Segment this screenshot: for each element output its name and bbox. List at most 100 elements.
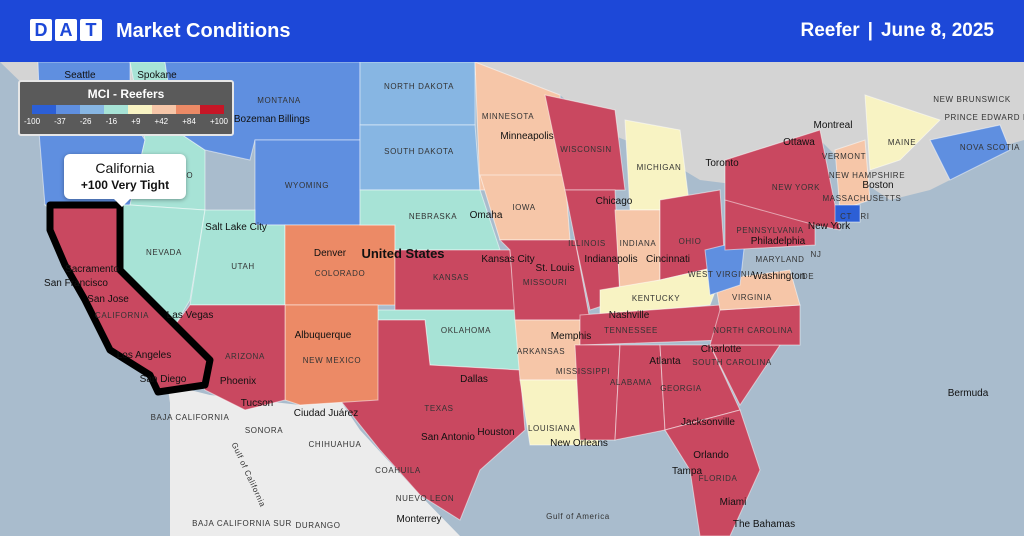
state-label: NEW YORK (771, 183, 821, 192)
baja-land (168, 388, 235, 536)
state-label: KENTUCKY (631, 294, 681, 303)
state-label: ARKANSAS (516, 347, 566, 356)
state-label: NJ (810, 250, 822, 259)
state-label: CHIHUAHUA (308, 440, 362, 449)
state-label: DURANGO (295, 521, 341, 530)
city-label: Phoenix (219, 376, 257, 387)
city-label: Boston (862, 180, 894, 191)
region-indiana (614, 209, 661, 291)
city-label: Houston (477, 427, 515, 438)
city-label: Las Vegas (166, 310, 214, 321)
city-label: United States (361, 246, 445, 261)
city-label: Dallas (460, 374, 488, 385)
state-label: NEBRASKA (408, 212, 458, 221)
state-label: GEORGIA (660, 384, 702, 393)
legend-tick: +42 (154, 117, 169, 126)
city-label: Seattle (64, 70, 96, 81)
city-label: Billings (278, 114, 310, 125)
city-label: Salt Lake City (205, 222, 267, 233)
state-label: MICHIGAN (636, 163, 682, 172)
state-label: NUEVO LEON (395, 494, 455, 503)
city-label: Bermuda (947, 388, 989, 399)
legend-swatch (200, 105, 224, 114)
region-mississippi (574, 344, 621, 441)
state-label: MISSOURI (522, 278, 568, 287)
city-label: Spokane (137, 70, 177, 81)
legend-ticks: -100 -37 -26 -16 +9 +42 +84 +100 (24, 117, 228, 127)
state-label: DE (801, 272, 815, 281)
city-label: The Bahamas (732, 519, 796, 530)
city-label: Tampa (671, 466, 703, 477)
state-label: WEST VIRGINIA (687, 270, 757, 279)
city-label: Los Angeles (116, 350, 172, 361)
state-label: IOWA (512, 203, 536, 212)
state-label: MASSACHUSETTS (822, 194, 902, 203)
logo-letter: A (55, 19, 77, 41)
california-callout: California +100 Very Tight (64, 154, 186, 207)
legend-swatch (32, 105, 56, 114)
region-colorado (284, 224, 396, 306)
state-label: ALABAMA (610, 378, 652, 387)
city-label: Orlando (693, 450, 729, 461)
legend-tick: -16 (105, 117, 118, 126)
city-label: Tucson (240, 398, 274, 409)
city-label: Jacksonville (681, 417, 735, 428)
state-label: INDIANA (619, 239, 657, 248)
state-label: SOUTH CAROLINA (692, 358, 772, 367)
city-label: Omaha (469, 210, 503, 221)
legend-title: MCI - Reefers (87, 87, 165, 101)
state-label: BAJA CALIFORNIA SUR (192, 519, 292, 528)
callout-state: California (95, 160, 155, 176)
header-meta: Reefer | June 8, 2025 (800, 18, 994, 44)
city-label: San Jose (87, 294, 129, 305)
state-label: OKLAHOMA (440, 326, 492, 335)
city-label: Indianapolis (584, 254, 638, 265)
state-label: TEXAS (424, 404, 454, 413)
legend-swatch (152, 105, 176, 114)
city-label: Atlanta (649, 356, 681, 367)
state-label: CT (840, 212, 852, 221)
state-label: ILLINOIS (568, 239, 606, 248)
city-label: St. Louis (535, 263, 575, 274)
legend-swatch (128, 105, 152, 114)
dat-logo: D A T (30, 19, 102, 41)
state-label: COLORADO (314, 269, 366, 278)
city-label: Montreal (813, 120, 853, 131)
city-label: Ottawa (783, 137, 815, 148)
page-title: Market Conditions (116, 20, 291, 42)
legend-swatch (56, 105, 80, 114)
city-label: New Orleans (550, 438, 608, 449)
legend-swatch (176, 105, 200, 114)
state-label: NORTH DAKOTA (383, 82, 455, 91)
state-label: SONORA (244, 426, 284, 435)
header-bar: D A T Market Conditions Reefer | June 8, 2… (0, 0, 1024, 62)
map[interactable] (0, 62, 1024, 536)
state-regions (37, 62, 1011, 536)
legend-swatch (104, 105, 128, 114)
mexico-land (170, 385, 460, 536)
state-label: NEVADA (146, 248, 182, 257)
state-label: MARYLAND (755, 255, 805, 264)
state-label: WISCONSIN (560, 145, 612, 154)
city-label: Albuquerque (294, 330, 352, 341)
legend-tick: -100 (24, 117, 41, 126)
legend-tick: +100 (209, 117, 228, 126)
region-south-dakota (359, 124, 481, 191)
city-label: San Francisco (44, 278, 108, 289)
region-north-dakota (359, 62, 476, 126)
state-label: FLORIDA (698, 474, 738, 483)
city-label: Minneapolis (500, 131, 554, 142)
equipment-label: Reefer (800, 20, 860, 41)
state-label: SOUTH DAKOTA (384, 147, 454, 156)
region-wisconsin (544, 94, 626, 191)
state-label: NORTH CAROLINA (713, 326, 793, 335)
mci-legend: MCI - Reefers -100 -37 -26 -16 +9 +42 +8… (18, 80, 234, 136)
state-label: NEW BRUNSWICK (933, 95, 1011, 104)
region-new-england (834, 139, 871, 211)
state-label: OHIO (678, 237, 702, 246)
city-label: New York (807, 221, 851, 232)
city-label: Philadelphia (750, 236, 806, 247)
state-label: NEW MEXICO (302, 356, 362, 365)
state-label: PENNSYLVANIA (736, 226, 804, 235)
state-label: CALIFORNIA (94, 311, 150, 320)
